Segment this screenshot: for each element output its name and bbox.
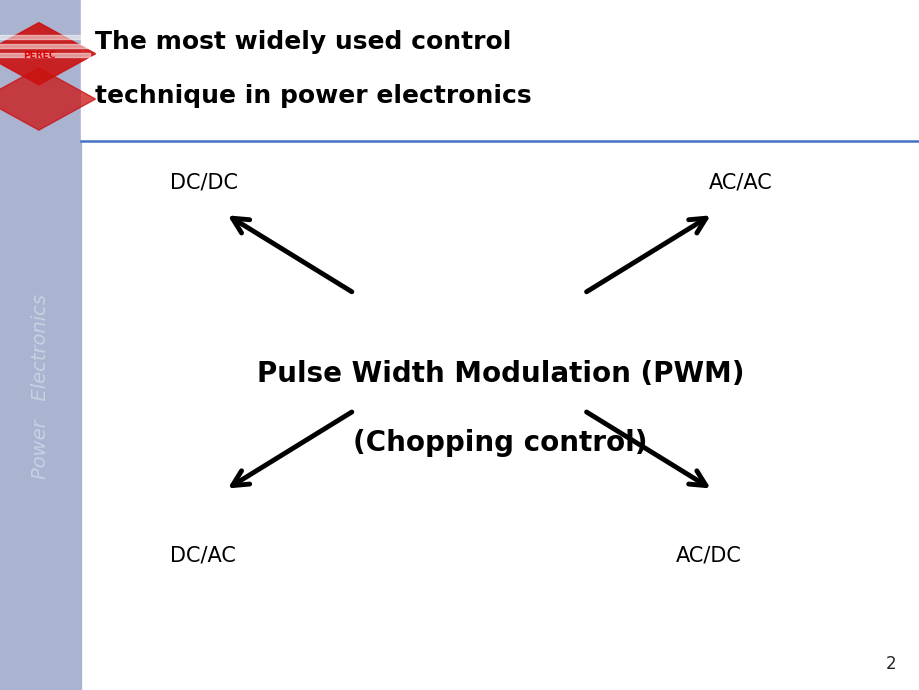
Text: AC/AC: AC/AC xyxy=(708,173,771,193)
Text: DC/AC: DC/AC xyxy=(170,546,236,565)
Text: DC/DC: DC/DC xyxy=(170,173,238,193)
Bar xyxy=(0,44,90,48)
Polygon shape xyxy=(0,23,96,85)
Polygon shape xyxy=(0,68,96,130)
Text: 2: 2 xyxy=(884,655,895,673)
Bar xyxy=(0,35,90,39)
Bar xyxy=(0,53,90,57)
Bar xyxy=(81,0,919,141)
Text: The most widely used control: The most widely used control xyxy=(95,30,511,55)
Text: PEREC: PEREC xyxy=(23,50,55,59)
Bar xyxy=(0,0,81,690)
Text: AC/DC: AC/DC xyxy=(675,546,742,565)
Text: Power   Electronics: Power Electronics xyxy=(31,294,50,479)
Text: technique in power electronics: technique in power electronics xyxy=(95,84,531,108)
Text: (Chopping control): (Chopping control) xyxy=(353,429,647,457)
Text: Pulse Width Modulation (PWM): Pulse Width Modulation (PWM) xyxy=(256,360,743,388)
